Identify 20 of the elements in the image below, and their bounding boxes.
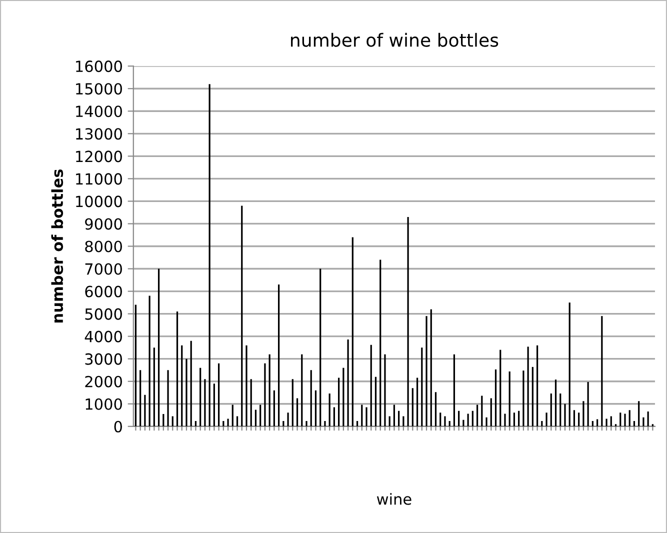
y-tick-label: 4000 — [84, 330, 122, 342]
y-tick-label: 10000 — [76, 196, 122, 208]
y-tick-label: 13000 — [76, 128, 122, 140]
y-tick-label: 16000 — [76, 60, 122, 72]
chart-title: number of wine bottles — [291, 32, 498, 47]
y-tick-label: 0 — [114, 420, 122, 432]
y-tick-label: 8000 — [85, 240, 122, 252]
y-tick-label: 2000 — [85, 376, 122, 388]
y-tick-label: 6000 — [85, 286, 122, 298]
y-tick-label: 5000 — [85, 308, 122, 320]
y-tick-label: 15000 — [76, 83, 122, 95]
y-tick-label: 9000 — [85, 218, 122, 230]
y-tick-label: 1000 — [86, 398, 122, 410]
y-tick-label: 11000 — [76, 173, 122, 185]
y-tick-label: 3000 — [85, 353, 122, 365]
y-tick-label: 14000 — [76, 106, 122, 118]
y-axis-title: number of bottles — [51, 169, 64, 322]
y-tick-label: 7000 — [85, 263, 122, 275]
y-tick-label: 12000 — [76, 150, 122, 162]
x-axis-title: wine — [376, 493, 412, 505]
